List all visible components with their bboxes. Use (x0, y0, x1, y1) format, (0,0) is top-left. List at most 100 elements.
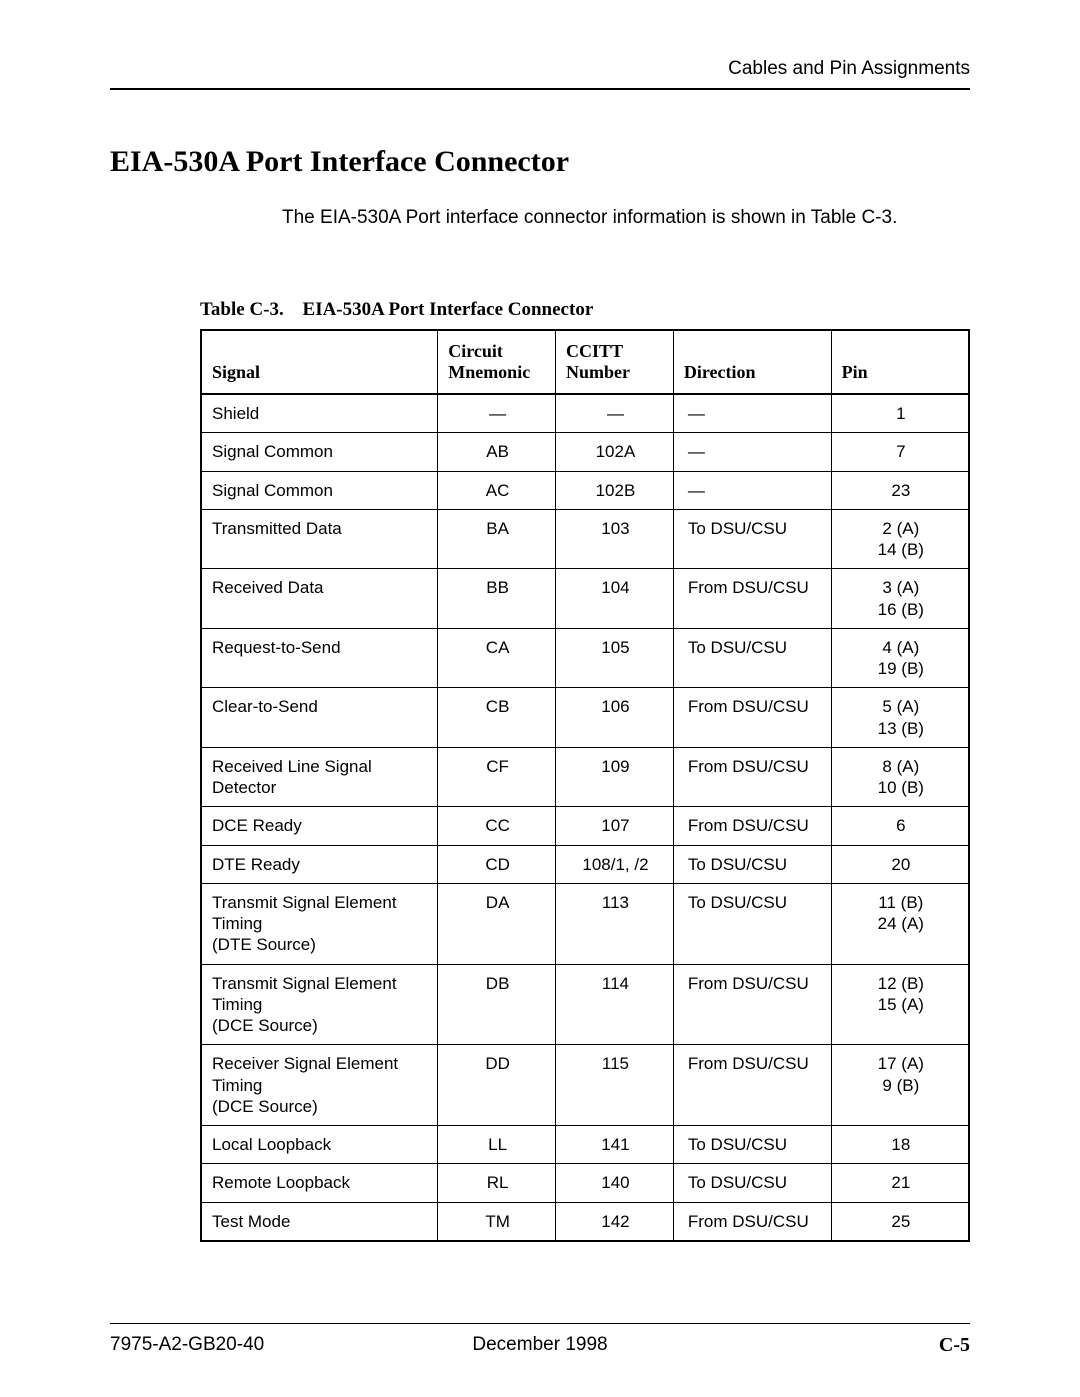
cell-ccitt: 107 (556, 807, 674, 845)
cell-direction: To DSU/CSU (673, 1126, 831, 1164)
cell-signal: Remote Loopback (201, 1164, 438, 1202)
cell-mnemonic: LL (438, 1126, 556, 1164)
cell-ccitt: 103 (556, 509, 674, 569)
cell-signal: Transmit Signal Element Timing (DTE Sour… (201, 883, 438, 964)
cell-pin: 18 (831, 1126, 969, 1164)
col-header-mnemonic: CircuitMnemonic (438, 330, 556, 394)
table-caption: Table C-3. EIA-530A Port Interface Conne… (200, 299, 970, 321)
cell-pin: 1 (831, 394, 969, 433)
table-caption-label: Table C-3. (200, 299, 284, 320)
cell-direction: To DSU/CSU (673, 1164, 831, 1202)
cell-mnemonic: — (438, 394, 556, 433)
cell-signal: Test Mode (201, 1202, 438, 1241)
cell-direction: — (673, 394, 831, 433)
cell-pin: 2 (A) 14 (B) (831, 509, 969, 569)
cell-mnemonic: CC (438, 807, 556, 845)
cell-mnemonic: DB (438, 964, 556, 1045)
cell-ccitt: 104 (556, 569, 674, 629)
cell-mnemonic: CF (438, 747, 556, 807)
cell-signal: Transmitted Data (201, 509, 438, 569)
header-right-text: Cables and Pin Assignments (110, 58, 970, 88)
table-row: Received Line Signal DetectorCF109From D… (201, 747, 969, 807)
cell-pin: 6 (831, 807, 969, 845)
cell-signal: Receiver Signal Element Timing (DCE Sour… (201, 1045, 438, 1126)
cell-pin: 20 (831, 845, 969, 883)
cell-pin: 7 (831, 433, 969, 471)
connector-table: Signal CircuitMnemonic CCITTNumber Direc… (200, 329, 970, 1242)
cell-direction: From DSU/CSU (673, 1045, 831, 1126)
cell-direction: From DSU/CSU (673, 569, 831, 629)
cell-pin: 3 (A) 16 (B) (831, 569, 969, 629)
cell-signal: DCE Ready (201, 807, 438, 845)
page-footer: 7975-A2-GB20-40 December 1998 C-5 (110, 1323, 970, 1357)
header-rule (110, 88, 970, 90)
cell-ccitt: 115 (556, 1045, 674, 1126)
cell-signal: Signal Common (201, 433, 438, 471)
table-row: Transmit Signal Element Timing (DTE Sour… (201, 883, 969, 964)
table-row: Signal CommonAB102A—7 (201, 433, 969, 471)
cell-direction: To DSU/CSU (673, 845, 831, 883)
cell-pin: 4 (A) 19 (B) (831, 628, 969, 688)
cell-pin: 8 (A) 10 (B) (831, 747, 969, 807)
cell-mnemonic: CD (438, 845, 556, 883)
cell-direction: To DSU/CSU (673, 509, 831, 569)
table-row: Test ModeTM142From DSU/CSU25 (201, 1202, 969, 1241)
cell-ccitt: 140 (556, 1164, 674, 1202)
col-header-signal: Signal (201, 330, 438, 394)
cell-pin: 23 (831, 471, 969, 509)
cell-ccitt: 113 (556, 883, 674, 964)
footer-page-num: C-5 (939, 1334, 970, 1357)
col-header-direction: Direction (673, 330, 831, 394)
cell-pin: 21 (831, 1164, 969, 1202)
cell-signal: Transmit Signal Element Timing (DCE Sour… (201, 964, 438, 1045)
cell-pin: 12 (B) 15 (A) (831, 964, 969, 1045)
cell-signal: Shield (201, 394, 438, 433)
cell-ccitt: 142 (556, 1202, 674, 1241)
cell-direction: From DSU/CSU (673, 1202, 831, 1241)
cell-mnemonic: BA (438, 509, 556, 569)
cell-signal: Received Data (201, 569, 438, 629)
cell-mnemonic: AC (438, 471, 556, 509)
cell-mnemonic: CA (438, 628, 556, 688)
cell-mnemonic: RL (438, 1164, 556, 1202)
table-row: Request-to-SendCA105To DSU/CSU4 (A) 19 (… (201, 628, 969, 688)
cell-ccitt: 102B (556, 471, 674, 509)
cell-direction: From DSU/CSU (673, 688, 831, 748)
cell-ccitt: 114 (556, 964, 674, 1045)
cell-ccitt: 108/1, /2 (556, 845, 674, 883)
cell-signal: Received Line Signal Detector (201, 747, 438, 807)
footer-doc-id: 7975-A2-GB20-40 (110, 1334, 264, 1357)
cell-direction: From DSU/CSU (673, 807, 831, 845)
table-row: Transmit Signal Element Timing (DCE Sour… (201, 964, 969, 1045)
cell-direction: — (673, 471, 831, 509)
cell-direction: From DSU/CSU (673, 964, 831, 1045)
cell-pin: 25 (831, 1202, 969, 1241)
table-row: Signal CommonAC102B—23 (201, 471, 969, 509)
cell-ccitt: 102A (556, 433, 674, 471)
cell-pin: 11 (B) 24 (A) (831, 883, 969, 964)
section-intro: The EIA-530A Port interface connector in… (282, 207, 970, 229)
page: Cables and Pin Assignments EIA-530A Port… (0, 0, 1080, 1397)
table-row: Received DataBB104From DSU/CSU3 (A) 16 (… (201, 569, 969, 629)
table-row: Local LoopbackLL141To DSU/CSU18 (201, 1126, 969, 1164)
table-row: DTE ReadyCD108/1, /2To DSU/CSU20 (201, 845, 969, 883)
cell-signal: Signal Common (201, 471, 438, 509)
table-row: Clear-to-SendCB106From DSU/CSU5 (A) 13 (… (201, 688, 969, 748)
col-header-ccitt: CCITTNumber (556, 330, 674, 394)
cell-signal: Request-to-Send (201, 628, 438, 688)
table-row: Remote LoopbackRL140To DSU/CSU21 (201, 1164, 969, 1202)
cell-mnemonic: BB (438, 569, 556, 629)
cell-ccitt: 109 (556, 747, 674, 807)
table-header-row: Signal CircuitMnemonic CCITTNumber Direc… (201, 330, 969, 394)
table-caption-title: EIA-530A Port Interface Connector (303, 299, 594, 320)
cell-mnemonic: AB (438, 433, 556, 471)
cell-direction: From DSU/CSU (673, 747, 831, 807)
cell-ccitt: 105 (556, 628, 674, 688)
cell-pin: 5 (A) 13 (B) (831, 688, 969, 748)
table-row: DCE ReadyCC107From DSU/CSU6 (201, 807, 969, 845)
cell-mnemonic: DD (438, 1045, 556, 1126)
col-header-pin: Pin (831, 330, 969, 394)
cell-direction: To DSU/CSU (673, 628, 831, 688)
cell-signal: Clear-to-Send (201, 688, 438, 748)
cell-mnemonic: TM (438, 1202, 556, 1241)
